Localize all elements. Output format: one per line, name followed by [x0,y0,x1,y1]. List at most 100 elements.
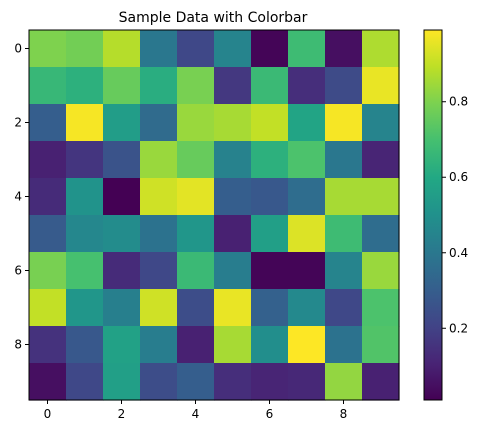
heatmap-cells [29,30,400,401]
heatmap-cell [140,289,178,327]
heatmap-cell [66,289,104,327]
y-tick-label: 4 [14,190,22,204]
heatmap-cell [140,215,178,253]
heatmap-cell [251,67,289,105]
heatmap-cell [288,178,326,216]
heatmap-cell [288,30,326,68]
heatmap-cell [66,30,104,68]
heatmap-cell [325,104,363,142]
heatmap-cell [288,215,326,253]
heatmap-cell [29,67,67,105]
colorbar-frame [423,29,443,401]
heatmap-cell [177,215,215,253]
heatmap-cell [214,363,252,401]
colorbar-tick-label: 0.4 [449,246,468,260]
heatmap-cell [177,252,215,290]
heatmap-cell [362,252,400,290]
heatmap-cell [288,252,326,290]
heatmap-cell [66,252,104,290]
heatmap-cell [214,252,252,290]
heatmap-cell [29,215,67,253]
heatmap-cell [251,104,289,142]
heatmap-cell [103,30,141,68]
heatmap-cell [29,326,67,364]
colorbar-tick-label: 0.8 [449,95,468,109]
chart-title: Sample Data with Colorbar [119,10,308,26]
heatmap-cell [251,30,289,68]
heatmap-cell [103,215,141,253]
heatmap-cell [214,141,252,179]
heatmap-cell [140,30,178,68]
y-axis-ticks: 0 2 4 6 8 [14,42,29,352]
heatmap-cell [29,363,67,401]
heatmap-cell [103,178,141,216]
heatmap-cell [251,178,289,216]
heatmap-cell [288,67,326,105]
heatmap-cell [103,326,141,364]
heatmap-cell [140,67,178,105]
heatmap-cell [251,289,289,327]
x-axis-ticks: 0 2 4 6 8 [44,400,347,421]
heatmap-cell [362,67,400,105]
heatmap-cell [103,252,141,290]
heatmap-cell [66,141,104,179]
heatmap-cell [214,178,252,216]
heatmap-cell [29,289,67,327]
x-tick-label: 0 [44,407,52,421]
heatmap-cell [251,252,289,290]
heatmap-cell [177,178,215,216]
heatmap-cell [103,104,141,142]
heatmap-cell [325,215,363,253]
heatmap-cell [29,141,67,179]
heatmap-cell [29,30,67,68]
heatmap-cell [177,67,215,105]
heatmap-cell [140,363,178,401]
heatmap-cell [177,30,215,68]
heatmap-cell [251,141,289,179]
heatmap-cell [103,363,141,401]
heatmap-cell [325,252,363,290]
heatmap-cell [140,178,178,216]
heatmap-cell [177,326,215,364]
heatmap-cell [325,326,363,364]
heatmap-cell [66,215,104,253]
heatmap-cell [325,141,363,179]
heatmap-cell [362,363,400,401]
heatmap-cell [214,30,252,68]
heatmap-cell [362,104,400,142]
heatmap-cell [140,326,178,364]
axes-frame [28,29,400,401]
heatmap-cell [103,141,141,179]
heatmap-cell [177,289,215,327]
heatmap-cell [325,178,363,216]
heatmap-cell [177,141,215,179]
heatmap-cell [29,104,67,142]
heatmap-cell [362,30,400,68]
heatmap-cell [362,178,400,216]
heatmap-cell [177,104,215,142]
heatmap-cell [214,104,252,142]
x-tick-label: 6 [266,407,274,421]
heatmap-cell [288,363,326,401]
heatmap-cell [251,363,289,401]
heatmap-cell [251,326,289,364]
heatmap-cell [103,289,141,327]
heatmap-cell [214,215,252,253]
heatmap-cell [66,178,104,216]
heatmap-cell [288,326,326,364]
heatmap-cell [288,141,326,179]
heatmap-cell [288,104,326,142]
x-tick-label: 2 [118,407,126,421]
heatmap-cell [362,215,400,253]
heatmap-cell [325,289,363,327]
heatmap-cell [362,141,400,179]
heatmap-cell [214,67,252,105]
colorbar-ticks: 0.2 0.4 0.6 0.8 [442,95,468,335]
heatmap-cell [325,30,363,68]
heatmap-cell [325,363,363,401]
heatmap-cell [140,104,178,142]
heatmap-cell [66,104,104,142]
heatmap-cell [177,363,215,401]
y-tick-label: 0 [14,42,22,56]
